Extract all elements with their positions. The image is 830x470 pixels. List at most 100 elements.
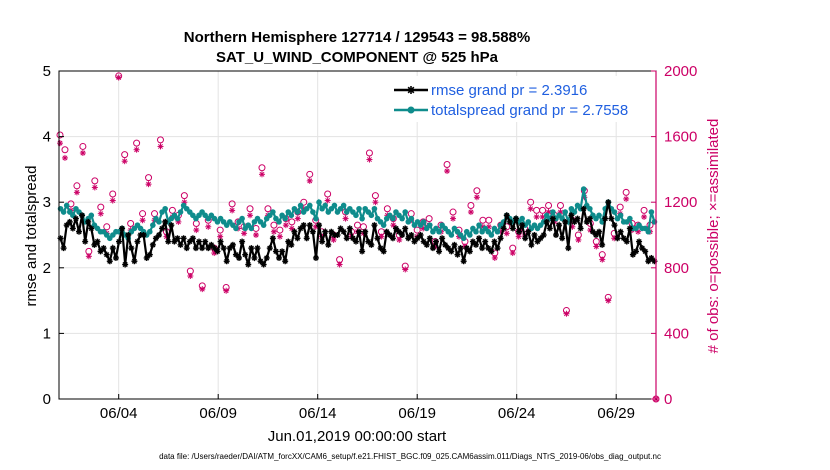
rmse-point bbox=[223, 258, 230, 265]
totalspread-point bbox=[276, 219, 282, 225]
rmse-point bbox=[506, 218, 513, 225]
rmse-point bbox=[343, 235, 350, 242]
rmse-point bbox=[365, 238, 372, 245]
rmse-point bbox=[103, 251, 110, 258]
totalspread-point bbox=[177, 209, 184, 215]
rmse-point bbox=[371, 222, 378, 229]
obs-possible-point bbox=[73, 182, 81, 190]
rmse-point bbox=[611, 222, 618, 229]
rmse-point bbox=[439, 235, 446, 242]
rmse-point bbox=[285, 238, 292, 245]
rmse-point bbox=[112, 254, 119, 261]
obs-possible-point bbox=[103, 223, 111, 231]
obs-possible-point bbox=[383, 205, 391, 213]
legend-background bbox=[388, 76, 652, 122]
obs-assimilated-point bbox=[509, 250, 516, 257]
legend-rmse-label: rmse grand pr = 2.3916 bbox=[431, 82, 587, 99]
obs-assimilated-point bbox=[342, 215, 349, 222]
obs-possible-point bbox=[473, 187, 481, 195]
totalspread-point bbox=[288, 212, 295, 219]
rmse-point bbox=[162, 218, 169, 225]
obs-possible-point bbox=[91, 177, 99, 185]
obs-possible-point bbox=[258, 164, 266, 172]
obs-possible-point bbox=[276, 226, 284, 234]
totalspread-point bbox=[562, 209, 569, 215]
rmse-point bbox=[466, 248, 473, 255]
obs-assimilated-point bbox=[121, 158, 128, 165]
obs-possible-point bbox=[270, 221, 278, 229]
obs-assimilated-point bbox=[258, 171, 265, 178]
obs-assimilated-point bbox=[330, 236, 337, 243]
rmse-point bbox=[220, 245, 227, 252]
totalspread-point bbox=[297, 202, 304, 209]
rmse-point bbox=[389, 235, 396, 242]
rmse-point bbox=[596, 228, 603, 235]
rmse-point bbox=[66, 218, 73, 225]
rmse-point bbox=[549, 215, 556, 222]
rmse-point bbox=[300, 222, 307, 229]
obs-assimilated-point bbox=[450, 215, 457, 222]
x-tick-label: 06/19 bbox=[398, 405, 436, 422]
rmse-point bbox=[429, 245, 436, 252]
rmse-point bbox=[448, 248, 455, 255]
right-axis-label: # of obs: o=possible; ×=assimilated bbox=[705, 119, 722, 354]
rmse-point bbox=[436, 248, 443, 255]
obs-assimilated-point bbox=[491, 254, 498, 261]
obs-possible-point bbox=[556, 201, 564, 209]
totalspread-point bbox=[270, 209, 276, 215]
rmse-point bbox=[497, 235, 504, 242]
x-tick-label: 06/09 bbox=[199, 405, 237, 422]
rmse-point bbox=[509, 225, 516, 232]
rmse-point bbox=[423, 241, 430, 248]
totalspread-point bbox=[476, 222, 482, 228]
totalspread-point bbox=[233, 225, 239, 232]
totalspread-point bbox=[353, 212, 359, 219]
obs-possible-point bbox=[425, 215, 433, 223]
rmse-point bbox=[248, 245, 255, 252]
rmse-point bbox=[605, 199, 612, 206]
rmse-point bbox=[559, 235, 566, 242]
obs-possible-point bbox=[622, 188, 630, 196]
rmse-point bbox=[494, 245, 501, 252]
rmse-point bbox=[239, 238, 246, 245]
rmse-point bbox=[442, 241, 449, 248]
totalspread-point bbox=[645, 228, 652, 235]
rmse-point bbox=[408, 232, 415, 238]
rmse-point bbox=[116, 238, 123, 245]
rmse-point bbox=[288, 241, 295, 248]
rmse-point bbox=[60, 245, 67, 252]
obs-assimilated-point bbox=[575, 236, 582, 243]
left-tick-label: 5 bbox=[43, 63, 51, 80]
totalspread-point bbox=[310, 209, 316, 215]
obs-assimilated-point bbox=[467, 209, 474, 216]
totalspread-point bbox=[307, 202, 313, 209]
rmse-point bbox=[131, 258, 138, 265]
rmse-point bbox=[85, 218, 92, 225]
obs-assimilated-point bbox=[187, 273, 194, 279]
rmse-point bbox=[146, 251, 153, 258]
totalspread-point bbox=[617, 212, 624, 219]
obs-assimilated-point bbox=[145, 181, 152, 188]
rmse-point bbox=[322, 228, 329, 235]
rmse-point bbox=[368, 241, 375, 248]
rmse-point bbox=[552, 232, 559, 238]
right-tick-label: 1600 bbox=[664, 129, 697, 146]
obs-assimilated-point bbox=[473, 194, 480, 201]
rmse-point bbox=[645, 258, 652, 265]
totalspread-point bbox=[248, 225, 255, 232]
rmse-point bbox=[196, 238, 203, 245]
totalspread-point bbox=[356, 205, 362, 212]
obs-possible-point bbox=[145, 174, 153, 182]
rmse-point bbox=[623, 238, 630, 245]
rmse-point bbox=[516, 228, 523, 235]
obs-assimilated-point bbox=[115, 74, 122, 81]
rmse-point bbox=[460, 258, 467, 265]
rmse-series bbox=[57, 199, 658, 268]
obs-possible-point bbox=[288, 218, 296, 226]
totalspread-point bbox=[174, 215, 181, 222]
obs-assimilated-point bbox=[599, 256, 606, 263]
rmse-point bbox=[334, 232, 341, 238]
rmse-point bbox=[312, 254, 319, 261]
rmse-point bbox=[414, 235, 421, 242]
left-axis-label: rmse and totalspread bbox=[23, 166, 40, 307]
